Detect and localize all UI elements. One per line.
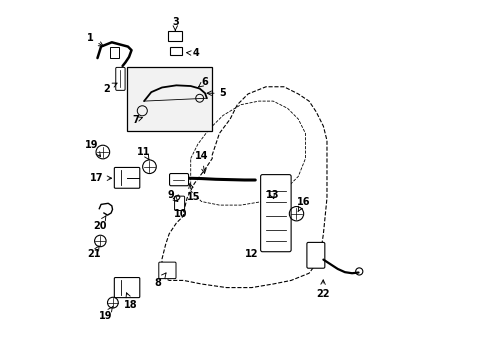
Text: 7: 7 <box>132 115 142 125</box>
Text: 11: 11 <box>137 147 150 160</box>
Text: 10: 10 <box>174 209 187 219</box>
Text: 22: 22 <box>315 280 329 299</box>
Text: 19: 19 <box>99 306 113 321</box>
Text: 17: 17 <box>90 173 111 183</box>
FancyBboxPatch shape <box>170 46 182 55</box>
FancyBboxPatch shape <box>114 278 140 298</box>
Text: 18: 18 <box>124 293 138 310</box>
Text: 20: 20 <box>93 215 106 230</box>
FancyBboxPatch shape <box>116 67 125 90</box>
Text: 12: 12 <box>244 248 258 258</box>
Text: 1: 1 <box>87 33 103 46</box>
Text: 19: 19 <box>85 140 101 157</box>
Text: 13: 13 <box>265 190 279 200</box>
FancyBboxPatch shape <box>306 242 324 268</box>
Text: 6: 6 <box>198 77 208 87</box>
FancyBboxPatch shape <box>174 196 184 211</box>
FancyBboxPatch shape <box>168 31 182 41</box>
Text: 5: 5 <box>206 88 226 98</box>
FancyBboxPatch shape <box>114 167 140 188</box>
FancyBboxPatch shape <box>169 174 188 186</box>
Text: 15: 15 <box>186 184 200 202</box>
Text: 8: 8 <box>154 273 166 288</box>
FancyBboxPatch shape <box>159 262 176 279</box>
Text: 4: 4 <box>186 48 199 58</box>
FancyBboxPatch shape <box>110 47 119 58</box>
Text: 9: 9 <box>167 190 178 202</box>
FancyBboxPatch shape <box>260 175 290 252</box>
Text: 3: 3 <box>172 17 178 30</box>
Text: 16: 16 <box>296 197 310 212</box>
Text: 2: 2 <box>103 83 117 94</box>
Text: 14: 14 <box>195 150 208 174</box>
FancyBboxPatch shape <box>126 67 212 131</box>
Text: 21: 21 <box>87 246 101 259</box>
